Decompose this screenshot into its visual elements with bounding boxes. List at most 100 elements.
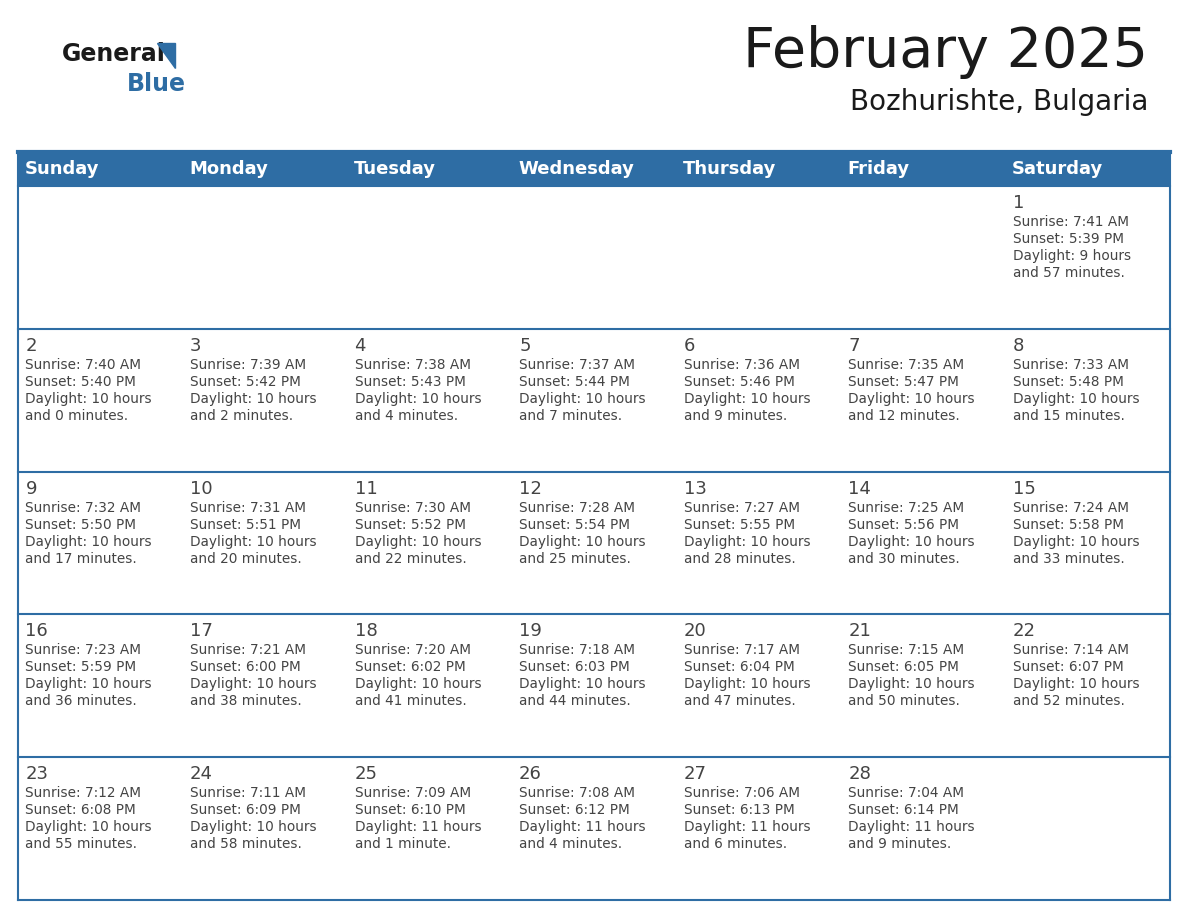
Text: and 33 minutes.: and 33 minutes. — [1013, 552, 1125, 565]
Text: 18: 18 — [354, 622, 378, 641]
Bar — [1005, 757, 1170, 900]
Text: Daylight: 10 hours: Daylight: 10 hours — [1013, 677, 1139, 691]
Text: and 0 minutes.: and 0 minutes. — [25, 409, 128, 423]
Bar — [512, 186, 676, 329]
Text: Daylight: 10 hours: Daylight: 10 hours — [1013, 392, 1139, 406]
Text: Sunrise: 7:04 AM: Sunrise: 7:04 AM — [848, 786, 965, 800]
Text: Sunset: 5:42 PM: Sunset: 5:42 PM — [190, 375, 301, 389]
Text: Sunrise: 7:06 AM: Sunrise: 7:06 AM — [683, 786, 800, 800]
Bar — [18, 186, 183, 329]
Text: 21: 21 — [848, 622, 871, 641]
Text: Sunrise: 7:25 AM: Sunrise: 7:25 AM — [848, 500, 965, 515]
Text: and 22 minutes.: and 22 minutes. — [354, 552, 467, 565]
Text: and 1 minute.: and 1 minute. — [354, 837, 450, 851]
Text: Daylight: 11 hours: Daylight: 11 hours — [519, 820, 646, 834]
Text: 6: 6 — [683, 337, 695, 354]
Text: Daylight: 10 hours: Daylight: 10 hours — [1013, 534, 1139, 549]
Text: Sunset: 5:59 PM: Sunset: 5:59 PM — [25, 660, 137, 675]
Text: Daylight: 10 hours: Daylight: 10 hours — [519, 677, 646, 691]
Text: 1: 1 — [1013, 194, 1024, 212]
Bar — [512, 614, 676, 757]
Text: Daylight: 11 hours: Daylight: 11 hours — [354, 820, 481, 834]
Text: Sunset: 5:50 PM: Sunset: 5:50 PM — [25, 518, 137, 532]
Text: Sunset: 5:58 PM: Sunset: 5:58 PM — [1013, 518, 1124, 532]
Text: Daylight: 10 hours: Daylight: 10 hours — [25, 820, 152, 834]
Text: 10: 10 — [190, 479, 213, 498]
Text: and 17 minutes.: and 17 minutes. — [25, 552, 137, 565]
Text: Sunset: 5:39 PM: Sunset: 5:39 PM — [1013, 232, 1124, 246]
Text: Daylight: 10 hours: Daylight: 10 hours — [190, 820, 317, 834]
Bar — [1005, 186, 1170, 329]
Text: Sunset: 6:10 PM: Sunset: 6:10 PM — [354, 803, 466, 817]
Text: Sunrise: 7:11 AM: Sunrise: 7:11 AM — [190, 786, 307, 800]
Bar — [512, 472, 676, 614]
Text: and 20 minutes.: and 20 minutes. — [190, 552, 302, 565]
Text: Sunday: Sunday — [25, 160, 99, 178]
Text: February 2025: February 2025 — [742, 25, 1148, 79]
Text: Sunrise: 7:17 AM: Sunrise: 7:17 AM — [683, 644, 800, 657]
Text: 4: 4 — [354, 337, 366, 354]
Text: 19: 19 — [519, 622, 542, 641]
Text: Daylight: 10 hours: Daylight: 10 hours — [354, 677, 481, 691]
Text: 26: 26 — [519, 766, 542, 783]
Bar — [841, 329, 1005, 472]
Text: and 7 minutes.: and 7 minutes. — [519, 409, 623, 423]
Text: 22: 22 — [1013, 622, 1036, 641]
Text: Sunrise: 7:14 AM: Sunrise: 7:14 AM — [1013, 644, 1129, 657]
Text: and 4 minutes.: and 4 minutes. — [519, 837, 623, 851]
Text: and 9 minutes.: and 9 minutes. — [683, 409, 786, 423]
Text: Daylight: 10 hours: Daylight: 10 hours — [190, 392, 317, 406]
Text: Sunset: 6:09 PM: Sunset: 6:09 PM — [190, 803, 301, 817]
Bar — [347, 329, 512, 472]
Text: Sunset: 6:03 PM: Sunset: 6:03 PM — [519, 660, 630, 675]
Text: Sunrise: 7:36 AM: Sunrise: 7:36 AM — [683, 358, 800, 372]
Text: Sunset: 5:51 PM: Sunset: 5:51 PM — [190, 518, 301, 532]
Bar — [1005, 472, 1170, 614]
Text: Sunset: 5:56 PM: Sunset: 5:56 PM — [848, 518, 959, 532]
Bar — [18, 329, 183, 472]
Text: Daylight: 10 hours: Daylight: 10 hours — [683, 677, 810, 691]
Text: Sunset: 6:08 PM: Sunset: 6:08 PM — [25, 803, 137, 817]
Text: Sunrise: 7:20 AM: Sunrise: 7:20 AM — [354, 644, 470, 657]
Text: Sunrise: 7:24 AM: Sunrise: 7:24 AM — [1013, 500, 1129, 515]
Text: Sunrise: 7:30 AM: Sunrise: 7:30 AM — [354, 500, 470, 515]
Text: 5: 5 — [519, 337, 531, 354]
Text: Blue: Blue — [127, 72, 187, 96]
Text: 16: 16 — [25, 622, 49, 641]
Text: Sunrise: 7:35 AM: Sunrise: 7:35 AM — [848, 358, 965, 372]
Text: Sunrise: 7:15 AM: Sunrise: 7:15 AM — [848, 644, 965, 657]
Text: Daylight: 11 hours: Daylight: 11 hours — [848, 820, 975, 834]
Text: Daylight: 11 hours: Daylight: 11 hours — [683, 820, 810, 834]
Text: 12: 12 — [519, 479, 542, 498]
Text: and 4 minutes.: and 4 minutes. — [354, 409, 457, 423]
Text: Sunrise: 7:08 AM: Sunrise: 7:08 AM — [519, 786, 636, 800]
Text: Sunset: 6:12 PM: Sunset: 6:12 PM — [519, 803, 630, 817]
Bar — [18, 614, 183, 757]
Text: and 9 minutes.: and 9 minutes. — [848, 837, 952, 851]
Text: and 28 minutes.: and 28 minutes. — [683, 552, 796, 565]
Bar — [841, 757, 1005, 900]
Text: Daylight: 10 hours: Daylight: 10 hours — [190, 534, 317, 549]
Text: Sunset: 5:54 PM: Sunset: 5:54 PM — [519, 518, 630, 532]
Text: 3: 3 — [190, 337, 202, 354]
Text: and 58 minutes.: and 58 minutes. — [190, 837, 302, 851]
Text: Tuesday: Tuesday — [354, 160, 436, 178]
Text: 24: 24 — [190, 766, 213, 783]
Bar — [18, 472, 183, 614]
Text: Daylight: 10 hours: Daylight: 10 hours — [683, 534, 810, 549]
Bar — [676, 472, 841, 614]
Text: Daylight: 10 hours: Daylight: 10 hours — [354, 534, 481, 549]
Bar — [347, 757, 512, 900]
Text: and 2 minutes.: and 2 minutes. — [190, 409, 293, 423]
Text: Sunrise: 7:40 AM: Sunrise: 7:40 AM — [25, 358, 141, 372]
Text: Daylight: 10 hours: Daylight: 10 hours — [25, 534, 152, 549]
Text: Wednesday: Wednesday — [518, 160, 634, 178]
Text: Sunrise: 7:41 AM: Sunrise: 7:41 AM — [1013, 215, 1129, 229]
Text: Sunrise: 7:32 AM: Sunrise: 7:32 AM — [25, 500, 141, 515]
Text: and 36 minutes.: and 36 minutes. — [25, 694, 137, 709]
Text: and 52 minutes.: and 52 minutes. — [1013, 694, 1125, 709]
Text: Sunset: 5:40 PM: Sunset: 5:40 PM — [25, 375, 137, 389]
Text: Daylight: 10 hours: Daylight: 10 hours — [190, 677, 317, 691]
Text: 14: 14 — [848, 479, 871, 498]
Text: 15: 15 — [1013, 479, 1036, 498]
